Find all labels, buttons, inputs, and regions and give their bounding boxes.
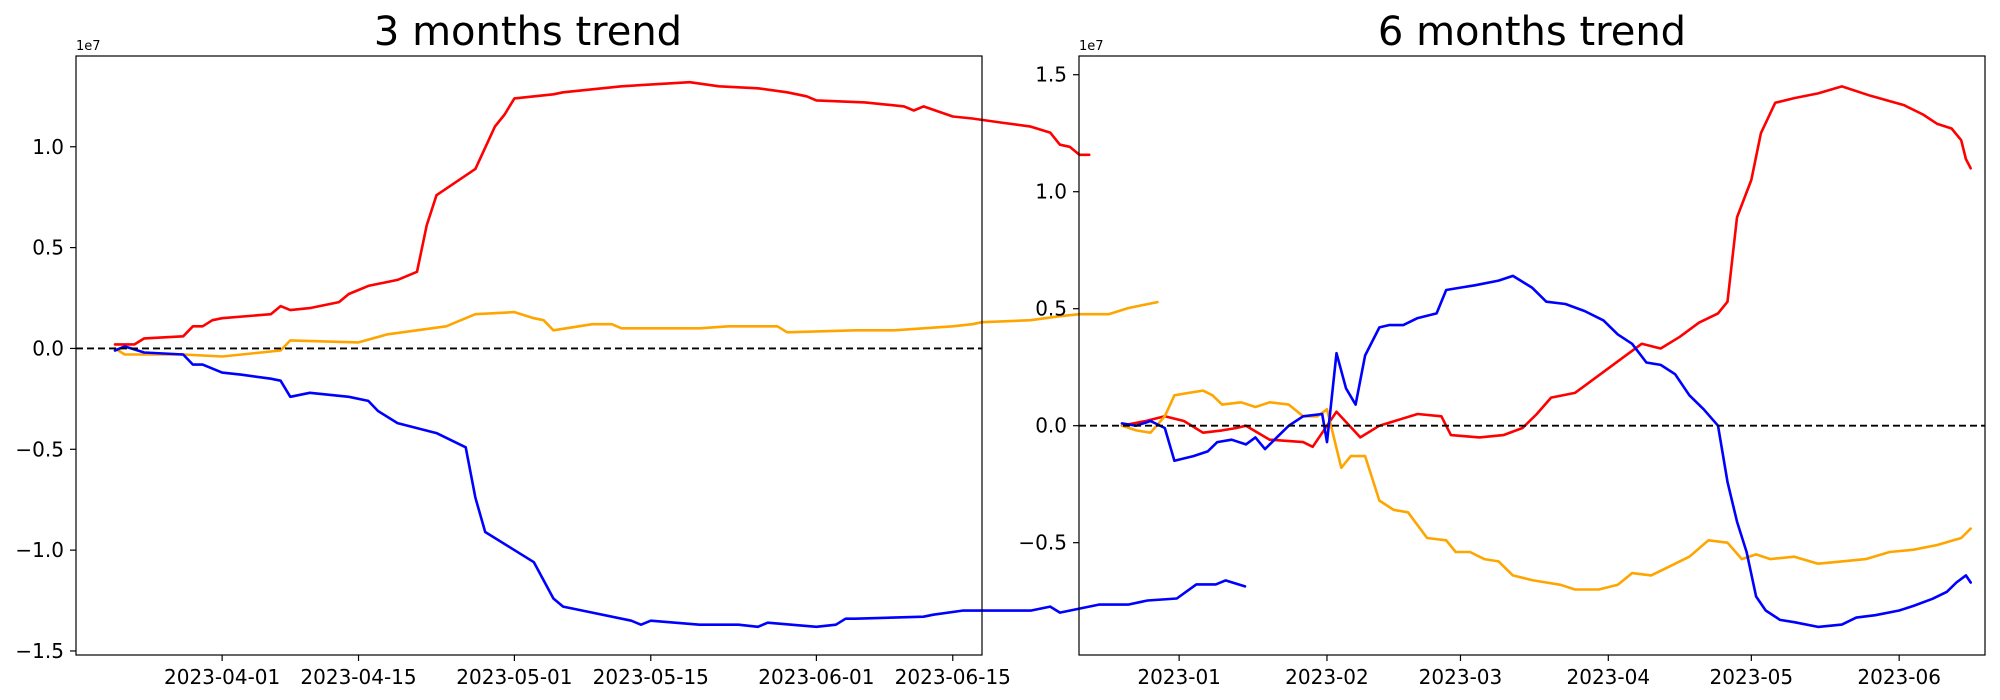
y-tick-label: 1.0 <box>32 135 64 159</box>
series-lines <box>113 80 1247 629</box>
x-tick-label: 2023-05-15 <box>593 665 709 689</box>
x-tick-label: 2023-03 <box>1419 665 1503 689</box>
series-line-2 <box>113 300 1159 358</box>
plot-area-frame <box>1078 55 1986 656</box>
y-offset-text: 1e7 <box>1079 39 1104 54</box>
series-line-1 <box>1120 85 1972 449</box>
x-axis-ticks: 2023-01 2023-02 2023-03 2023-04 2023-05 2023-… <box>1137 655 1941 689</box>
x-axis-ticks: 2023-04-01 2023-04-15 2023-05-01 2023-05-15… <box>164 655 1011 689</box>
x-tick-label: 2023-04-01 <box>164 665 280 689</box>
series-lines <box>1120 85 1972 629</box>
y-tick-label: 1.0 <box>1035 180 1067 204</box>
y-tick-label: −1.0 <box>15 538 64 562</box>
y-tick-label: −1.5 <box>15 639 64 663</box>
y-tick-label: −0.5 <box>15 437 64 461</box>
chart-3-months: 3 months trend 1e7 2023-04-01 2023-04-15 2… <box>15 9 1247 689</box>
y-offset-text: 1e7 <box>76 39 101 54</box>
plot-area-frame <box>75 55 983 656</box>
x-tick-label: 2023-06-01 <box>758 665 874 689</box>
y-tick-label: 0.0 <box>1035 414 1067 438</box>
y-tick-label: 0.0 <box>32 336 64 360</box>
x-tick-label: 2023-05 <box>1710 665 1794 689</box>
chart-6-months: 6 months trend 1e7 2023-01 2023-02 2023-03… <box>1018 9 1986 689</box>
x-tick-label: 2023-06 <box>1857 665 1941 689</box>
x-tick-label: 2023-04-15 <box>300 665 416 689</box>
chart-title: 3 months trend <box>374 9 682 55</box>
y-tick-label: 0.5 <box>1035 297 1067 321</box>
y-tick-label: −0.5 <box>1018 531 1067 555</box>
x-tick-label: 2023-06-15 <box>895 665 1011 689</box>
series-line-3 <box>1120 274 1972 629</box>
y-tick-label: 0.5 <box>32 236 64 260</box>
series-line-2 <box>1120 389 1972 591</box>
y-tick-label: 1.5 <box>1035 63 1067 87</box>
y-axis-ticks: −0.5 0.0 0.5 1.0 1.5 <box>1018 63 1079 555</box>
x-tick-label: 2023-01 <box>1137 665 1221 689</box>
series-line-3 <box>113 345 1247 629</box>
y-axis-ticks: −1.5 −1.0 −0.5 0.0 0.5 1.0 <box>15 135 76 663</box>
x-tick-label: 2023-02 <box>1285 665 1369 689</box>
x-tick-label: 2023-05-01 <box>456 665 572 689</box>
series-line-1 <box>113 80 1091 346</box>
chart-title: 6 months trend <box>1378 9 1686 55</box>
x-tick-label: 2023-04 <box>1567 665 1651 689</box>
